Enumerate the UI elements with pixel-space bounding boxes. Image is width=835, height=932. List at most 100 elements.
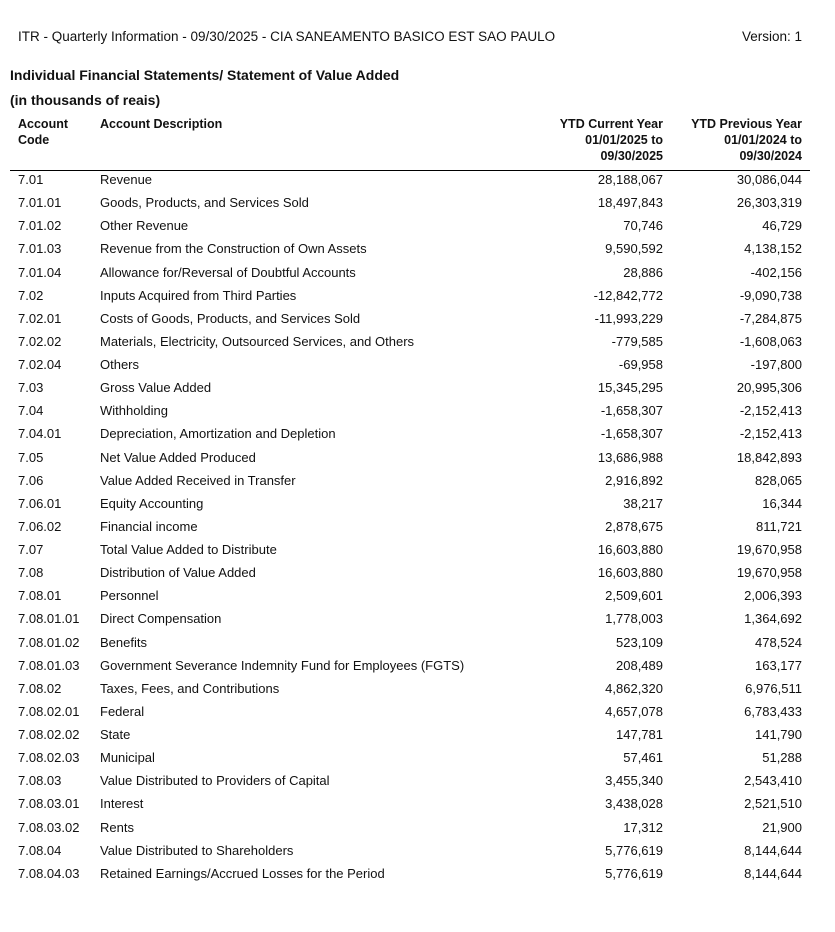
- current-year-value: 57,461: [623, 750, 663, 766]
- current-year-value: 3,455,340: [605, 773, 663, 789]
- previous-year-value: 26,303,319: [736, 195, 802, 211]
- account-code: 7.01.03: [18, 241, 62, 257]
- account-description: Materials, Electricity, Outsourced Servi…: [100, 333, 415, 349]
- previous-year-value: 2,543,410: [744, 773, 802, 789]
- current-year-value: 2,878,675: [605, 518, 663, 534]
- account-code: 7.08.01.01: [18, 611, 80, 627]
- account-description: Depreciation, Amortization and Depletion: [100, 426, 336, 442]
- account-code: 7.08: [18, 565, 44, 581]
- current-year-value: 2,509,601: [605, 588, 663, 604]
- column-header-account-code: Account Code: [18, 117, 68, 147]
- account-code: 7.03: [18, 380, 44, 396]
- current-year-value: 28,188,067: [597, 172, 663, 187]
- previous-year-value: 141,790: [755, 727, 802, 742]
- current-year-value: 5,776,619: [605, 842, 663, 858]
- account-code: 7.01: [18, 172, 44, 187]
- previous-year-value: 2,006,393: [744, 588, 802, 604]
- account-code: 7.02.04: [18, 357, 62, 372]
- table-row: 7.08.01.03 Government Severance Indemnity…: [0, 657, 835, 680]
- account-code: 7.07: [18, 542, 44, 557]
- current-year-value: 18,497,843: [597, 195, 663, 211]
- previous-year-value: -9,090,738: [739, 287, 802, 303]
- account-description: Revenue from the Construction of Own Ass…: [100, 241, 367, 257]
- previous-year-value: 6,976,511: [745, 680, 802, 696]
- current-year-value: 147,781: [616, 727, 663, 742]
- account-description: Federal: [100, 703, 145, 719]
- account-description: Government Severance Indemnity Fund for …: [100, 657, 465, 673]
- previous-year-value: 8,144,644: [744, 842, 802, 858]
- previous-year-value: -1,608,063: [739, 333, 802, 349]
- account-description: Allowance for/Reversal of Doubtful Accou…: [100, 264, 356, 280]
- table-row: 7.08.02.02 State 147,781 141,790: [0, 726, 835, 749]
- previous-year-value: 828,065: [755, 472, 802, 488]
- header-divider: [10, 170, 810, 171]
- column-header-current-year: YTD Current Year 01/01/2025 to 09/30/202…: [559, 117, 663, 163]
- table-row: 7.04 Withholding -1,658,307 -2,152,413: [0, 402, 835, 425]
- account-description: Direct Compensation: [100, 611, 222, 627]
- account-description: Taxes, Fees, and Contributions: [100, 680, 280, 696]
- table-row: 7.08.01.02 Benefits 523,109 478,524: [0, 634, 835, 657]
- current-year-value: -1,658,307: [600, 403, 663, 419]
- table-row: 7.02 Inputs Acquired from Third Parties -1…: [0, 287, 835, 310]
- previous-year-value: 30,086,044: [736, 172, 802, 187]
- table-row: 7.08.03 Value Distributed to Providers of…: [0, 772, 835, 795]
- current-year-value: -779,585: [611, 333, 663, 349]
- table-row: 7.08.01.01 Direct Compensation 1,778,003 1,…: [0, 610, 835, 633]
- current-year-value: -11,993,229: [594, 310, 663, 326]
- current-year-value: 16,603,880: [597, 542, 663, 557]
- account-code: 7.08.03.02: [18, 819, 80, 835]
- statement-table-body: 7.01 Revenue 28,188,067 30,086,044 7.01.01 Go…: [0, 171, 835, 888]
- account-description: Goods, Products, and Services Sold: [100, 195, 309, 211]
- current-year-value: -1,658,307: [600, 426, 663, 442]
- current-year-value: -12,842,772: [593, 287, 663, 303]
- account-description: Others: [100, 357, 140, 372]
- account-code: 7.08.02.02: [18, 727, 80, 742]
- table-row: 7.02.04 Others -69,958 -197,800: [0, 356, 835, 379]
- previous-year-value: -2,152,413: [739, 426, 802, 442]
- statement-units: (in thousands of reais): [10, 92, 161, 108]
- account-description: Other Revenue: [100, 218, 189, 234]
- current-year-value: 38,217: [623, 495, 663, 511]
- current-year-value: 5,776,619: [605, 865, 663, 881]
- account-code: 7.08.04.03: [18, 865, 80, 881]
- table-row: 7.01.02 Other Revenue 70,746 46,729: [0, 217, 835, 240]
- column-header-account-description: Account Description: [100, 117, 223, 131]
- account-description: Withholding: [100, 403, 168, 419]
- table-row: 7.08.01 Personnel 2,509,601 2,006,393: [0, 587, 835, 610]
- account-description: Net Value Added Produced: [100, 449, 256, 465]
- document-header-title: ITR - Quarterly Information - 09/30/2025…: [18, 29, 556, 44]
- account-description: Revenue: [100, 172, 153, 187]
- table-row: 7.01.04 Allowance for/Reversal of Doubtfu…: [0, 264, 835, 287]
- account-description: Total Value Added to Distribute: [100, 542, 277, 557]
- version-label: Version: 1: [741, 29, 802, 44]
- current-year-value: 28,886: [623, 264, 663, 280]
- account-code: 7.08.03: [18, 773, 62, 789]
- current-year-value: 17,312: [623, 819, 663, 835]
- account-code: 7.08.01.02: [18, 634, 80, 650]
- previous-year-value: 19,670,958: [736, 565, 802, 581]
- table-row: 7.01 Revenue 28,188,067 30,086,044: [0, 171, 835, 194]
- account-code: 7.04.01: [18, 426, 62, 442]
- account-description: Retained Earnings/Accrued Losses for the…: [100, 865, 385, 881]
- previous-year-value: -402,156: [750, 264, 802, 280]
- table-row: 7.08 Distribution of Value Added 16,603,88…: [0, 564, 835, 587]
- current-year-value: 1,778,003: [605, 611, 663, 627]
- account-code: 7.06.01: [18, 495, 62, 511]
- table-row: 7.08.02.03 Municipal 57,461 51,288: [0, 749, 835, 772]
- previous-year-value: 16,344: [762, 495, 802, 511]
- account-description: Municipal: [100, 750, 155, 766]
- table-row: 7.08.02 Taxes, Fees, and Contributions 4,8…: [0, 680, 835, 703]
- table-row: 7.07 Total Value Added to Distribute 16,60…: [0, 541, 835, 564]
- account-code: 7.06.02: [18, 518, 62, 534]
- account-code: 7.02: [18, 287, 44, 303]
- table-row: 7.08.04.03 Retained Earnings/Accrued Loss…: [0, 865, 835, 888]
- table-row: 7.06 Value Added Received in Transfer 2,91…: [0, 472, 835, 495]
- table-row: 7.02.02 Materials, Electricity, Outsource…: [0, 333, 835, 356]
- account-description: State: [100, 727, 131, 742]
- account-description: Equity Accounting: [100, 495, 204, 511]
- table-row: 7.06.02 Financial income 2,878,675 811,721: [0, 518, 835, 541]
- account-code: 7.01.02: [18, 218, 62, 234]
- table-row: 7.01.03 Revenue from the Construction of …: [0, 240, 835, 263]
- account-description: Rents: [100, 819, 134, 835]
- current-year-value: -69,958: [618, 357, 663, 372]
